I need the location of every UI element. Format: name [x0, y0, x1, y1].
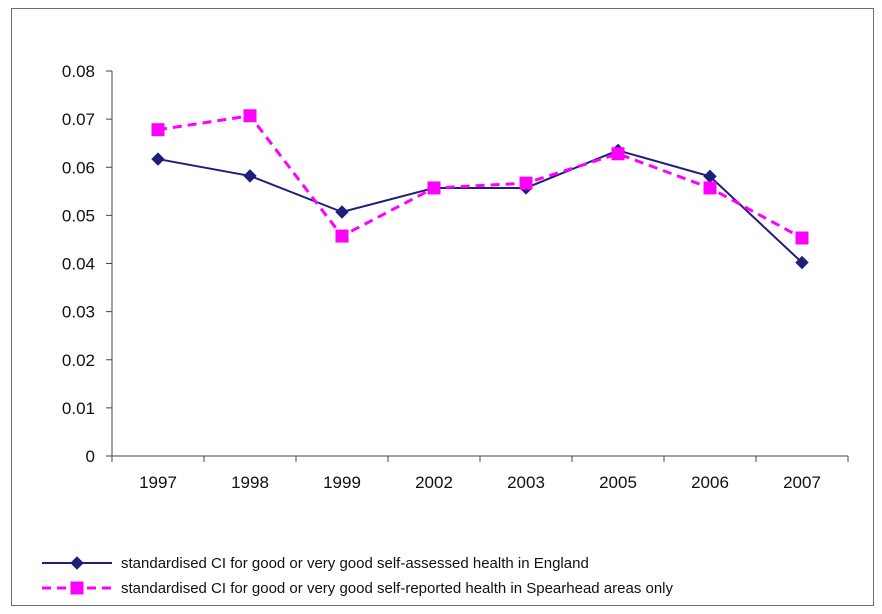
y-tick-label: 0.08	[62, 62, 95, 81]
data-point	[243, 169, 257, 183]
y-axis-ticks: 0 0.01 0.02 0.03 0.04 0.05 0.06 0.07 0.08	[62, 62, 112, 466]
legend-item-1: standardised CI for good or very good se…	[42, 555, 589, 572]
x-tick-label: 2005	[599, 473, 637, 492]
legend-label: standardised CI for good or very good se…	[121, 555, 589, 572]
x-tick-label: 1999	[323, 473, 361, 492]
y-tick-label: 0.05	[62, 206, 95, 225]
x-tick-label: 1997	[139, 473, 177, 492]
series-2	[151, 109, 809, 245]
x-tick-label: 2003	[507, 473, 545, 492]
y-tick-label: 0.03	[62, 303, 95, 322]
data-point	[243, 109, 257, 123]
y-tick-label: 0.06	[62, 158, 95, 177]
axes	[111, 71, 848, 457]
legend-swatch-marker	[70, 581, 84, 595]
y-tick-label: 0	[86, 447, 95, 466]
data-point	[335, 205, 349, 219]
x-tick-label: 2002	[415, 473, 453, 492]
data-point	[795, 231, 809, 245]
x-tick-label: 2007	[783, 473, 821, 492]
legend-item-2: standardised CI for good or very good se…	[42, 580, 674, 597]
data-point	[519, 176, 533, 190]
y-tick-label: 0.02	[62, 351, 95, 370]
series-line	[157, 114, 803, 240]
series-layer	[151, 109, 809, 270]
chart-frame	[11, 8, 874, 606]
data-point	[427, 181, 441, 195]
data-point	[703, 181, 717, 195]
y-tick-label: 0.04	[62, 255, 95, 274]
data-point	[151, 152, 165, 166]
data-point	[795, 255, 809, 270]
legend: standardised CI for good or very good se…	[42, 555, 674, 597]
series-line	[157, 149, 803, 264]
y-tick-label: 0.07	[62, 110, 95, 129]
legend-label: standardised CI for good or very good se…	[121, 580, 674, 597]
x-tick-label: 2006	[691, 473, 729, 492]
series-1	[151, 143, 809, 270]
x-axis-ticks: 1997 1998 1999 2002 2003 2005 2006 2007	[111, 456, 849, 492]
legend-swatch-marker	[70, 556, 84, 570]
y-tick-label: 0.01	[62, 399, 95, 418]
data-point	[611, 147, 625, 161]
x-tick-label: 1998	[231, 473, 269, 492]
data-point	[151, 123, 165, 137]
data-point	[335, 229, 349, 243]
